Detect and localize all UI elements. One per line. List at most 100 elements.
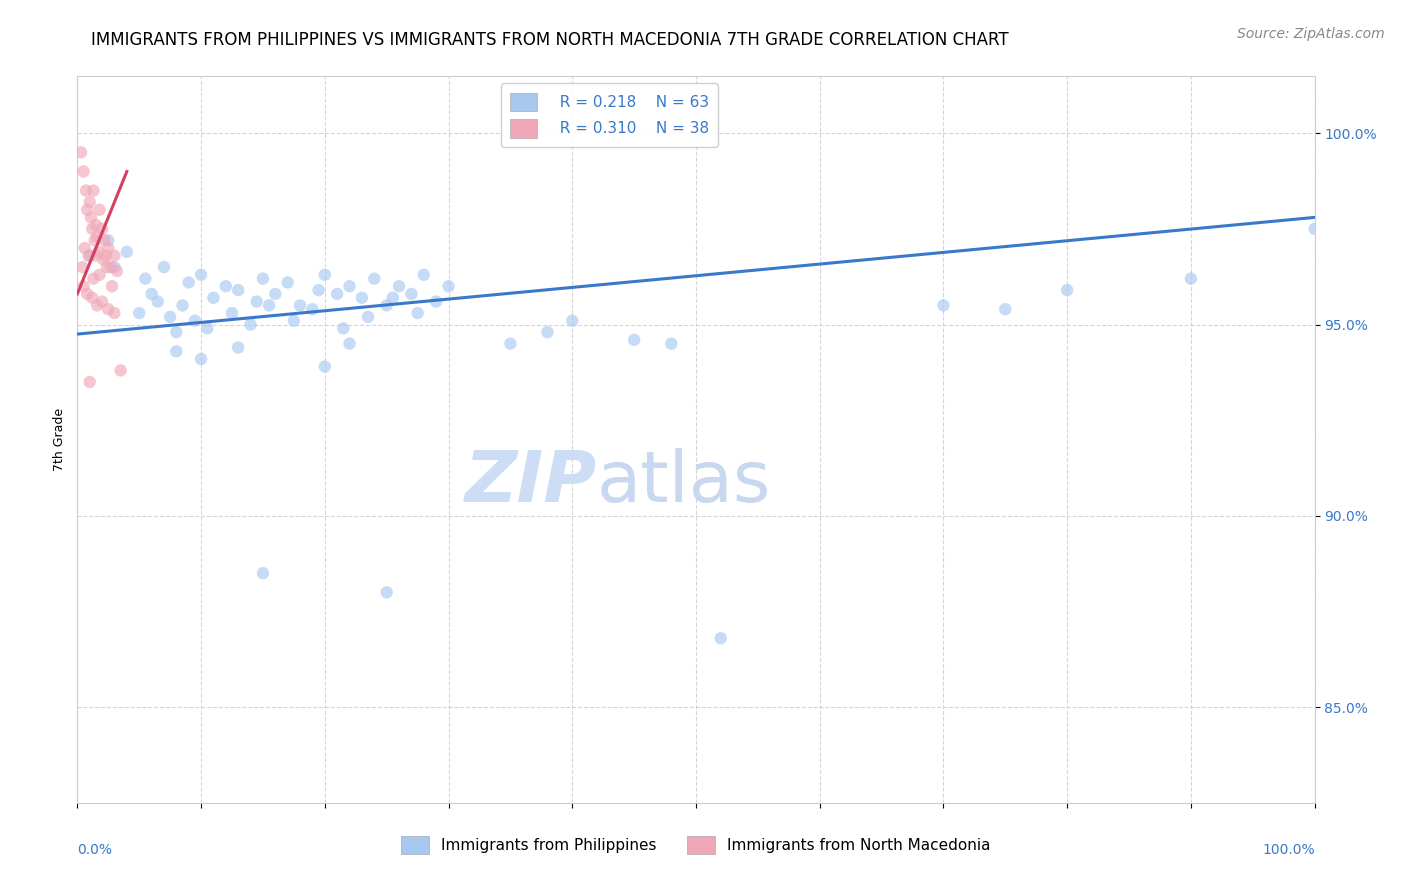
Point bbox=[100, 260, 122, 274]
Point bbox=[97, 302, 120, 317]
Point bbox=[84, 218, 107, 232]
Point bbox=[184, 314, 207, 328]
Point bbox=[277, 276, 299, 290]
Point bbox=[246, 294, 269, 309]
Point bbox=[264, 287, 287, 301]
Point bbox=[159, 310, 181, 324]
Point bbox=[994, 302, 1017, 317]
Text: 0.0%: 0.0% bbox=[77, 843, 112, 857]
Point bbox=[91, 294, 114, 309]
Point bbox=[499, 336, 522, 351]
Point bbox=[1180, 271, 1202, 285]
Point bbox=[134, 271, 156, 285]
Point bbox=[97, 241, 120, 255]
Point bbox=[165, 344, 187, 359]
Point bbox=[195, 321, 218, 335]
Point bbox=[82, 184, 104, 198]
Point bbox=[70, 145, 93, 160]
Point bbox=[1056, 283, 1078, 297]
Point bbox=[103, 260, 125, 274]
Point bbox=[314, 359, 336, 374]
Point bbox=[326, 287, 349, 301]
Point bbox=[89, 202, 111, 217]
Text: 100.0%: 100.0% bbox=[1263, 843, 1315, 857]
Point bbox=[659, 336, 682, 351]
Point bbox=[252, 566, 274, 581]
Point bbox=[412, 268, 434, 282]
Point bbox=[86, 229, 108, 244]
Point bbox=[257, 298, 280, 312]
Point bbox=[710, 632, 733, 646]
Point bbox=[177, 276, 200, 290]
Point bbox=[82, 222, 104, 236]
Point bbox=[388, 279, 411, 293]
Point bbox=[146, 294, 169, 309]
Point bbox=[350, 291, 373, 305]
Point bbox=[82, 291, 104, 305]
Point bbox=[101, 279, 124, 293]
Point bbox=[357, 310, 380, 324]
Point bbox=[72, 279, 94, 293]
Y-axis label: 7th Grade: 7th Grade bbox=[53, 408, 66, 471]
Point bbox=[105, 264, 128, 278]
Point bbox=[72, 260, 94, 274]
Point bbox=[283, 314, 305, 328]
Point bbox=[308, 283, 330, 297]
Point bbox=[86, 298, 108, 312]
Point bbox=[623, 333, 645, 347]
Point bbox=[76, 202, 98, 217]
Point bbox=[73, 241, 96, 255]
Text: atlas: atlas bbox=[598, 449, 772, 517]
Point bbox=[437, 279, 460, 293]
Point bbox=[80, 211, 103, 225]
Point bbox=[226, 283, 249, 297]
Point bbox=[75, 184, 97, 198]
Point bbox=[1303, 222, 1326, 236]
Point bbox=[288, 298, 311, 312]
Point bbox=[110, 363, 132, 377]
Point bbox=[332, 321, 354, 335]
Text: Source: ZipAtlas.com: Source: ZipAtlas.com bbox=[1237, 27, 1385, 41]
Point bbox=[401, 287, 423, 301]
Point bbox=[82, 271, 104, 285]
Point bbox=[97, 233, 120, 247]
Point bbox=[103, 249, 125, 263]
Point bbox=[202, 291, 225, 305]
Point bbox=[165, 325, 187, 339]
Point bbox=[381, 291, 404, 305]
Point bbox=[94, 249, 117, 263]
Point bbox=[221, 306, 243, 320]
Point bbox=[153, 260, 176, 274]
Point bbox=[932, 298, 955, 312]
Point bbox=[96, 260, 118, 274]
Point bbox=[115, 244, 138, 259]
Text: ZIP: ZIP bbox=[465, 449, 598, 517]
Point bbox=[79, 375, 101, 389]
Point bbox=[363, 271, 385, 285]
Point bbox=[91, 252, 114, 267]
Point bbox=[314, 268, 336, 282]
Legend: Immigrants from Philippines, Immigrants from North Macedonia: Immigrants from Philippines, Immigrants … bbox=[395, 830, 997, 861]
Point bbox=[339, 336, 361, 351]
Point bbox=[83, 233, 105, 247]
Point bbox=[172, 298, 194, 312]
Point bbox=[128, 306, 150, 320]
Point bbox=[72, 164, 94, 178]
Point bbox=[87, 244, 110, 259]
Point bbox=[215, 279, 238, 293]
Point bbox=[91, 222, 114, 236]
Point bbox=[190, 351, 212, 366]
Text: IMMIGRANTS FROM PHILIPPINES VS IMMIGRANTS FROM NORTH MACEDONIA 7TH GRADE CORRELA: IMMIGRANTS FROM PHILIPPINES VS IMMIGRANT… bbox=[91, 31, 1010, 49]
Point bbox=[536, 325, 558, 339]
Point bbox=[375, 585, 398, 599]
Point bbox=[226, 341, 249, 355]
Point bbox=[79, 195, 101, 210]
Point bbox=[301, 302, 323, 317]
Point bbox=[425, 294, 447, 309]
Point bbox=[375, 298, 398, 312]
Point bbox=[93, 233, 115, 247]
Point bbox=[84, 249, 107, 263]
Point bbox=[141, 287, 163, 301]
Point bbox=[89, 268, 111, 282]
Point bbox=[406, 306, 429, 320]
